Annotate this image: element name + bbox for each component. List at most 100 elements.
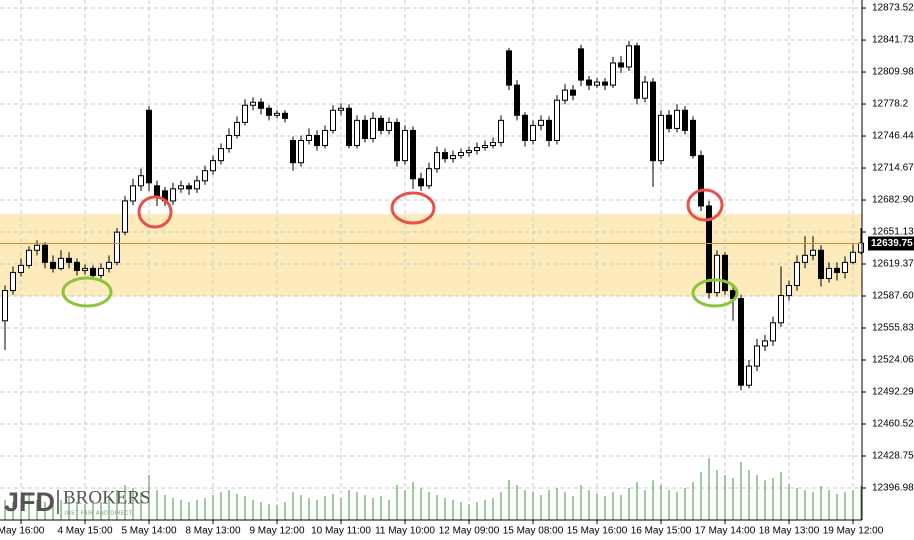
candle-body [610, 62, 616, 86]
candle-body [634, 45, 640, 99]
candle-body [2, 290, 8, 322]
candle-body [698, 155, 704, 207]
candle-body [466, 150, 472, 154]
candles-layer [2, 40, 864, 391]
candle-body [258, 101, 264, 109]
candle-body [242, 104, 248, 123]
candle-body [498, 119, 504, 144]
candle-body [146, 109, 152, 184]
candle-body [682, 109, 688, 131]
candle-body [770, 322, 776, 342]
x-tick-label: 19 May 12:00 [823, 526, 884, 537]
candle-body [402, 129, 408, 162]
candle-body [234, 121, 240, 136]
candle-body [786, 285, 792, 297]
candle-body [170, 188, 176, 202]
y-tick-label: 12587.60 [872, 291, 914, 302]
candle-body [642, 81, 648, 99]
candle-body [442, 152, 448, 160]
candle-body [274, 112, 280, 116]
candle-body [410, 129, 416, 180]
candle-body [298, 139, 304, 164]
candle-body [122, 200, 128, 233]
candle-body [354, 119, 360, 147]
candle-body [178, 185, 184, 190]
candle-body [74, 261, 80, 271]
candle-body [746, 365, 752, 386]
candle-body [34, 244, 40, 251]
candle-body [314, 134, 320, 147]
candle-body [818, 249, 824, 279]
brand: JFD BROKERS JUST FAIR AND DIRECT [4, 487, 151, 517]
candle-body [666, 114, 672, 129]
x-tick-label: 16 May 15:00 [631, 526, 692, 537]
y-tick-label: 12873.52 [872, 3, 914, 14]
candle-body [650, 81, 656, 162]
candle-body [858, 242, 864, 253]
y-tick-label: 12651.13 [872, 227, 914, 238]
candle-body [362, 119, 368, 139]
candle-body [530, 124, 536, 141]
y-tick-label: 12809.98 [872, 67, 914, 78]
candle-body [754, 345, 760, 367]
y-tick-label: 12524.06 [872, 355, 914, 366]
candle-body [138, 175, 144, 187]
x-tick-label: 15 May 16:00 [567, 526, 628, 537]
candle-body [506, 50, 512, 86]
x-tick-label: 8 May 13:00 [185, 526, 240, 537]
candle-body [546, 119, 552, 141]
candle-body [50, 261, 56, 269]
candle-body [458, 152, 464, 157]
candle-body [18, 264, 24, 273]
y-tick-label: 12460.52 [872, 419, 914, 430]
candle-body [850, 251, 856, 263]
candle-body [586, 79, 592, 86]
candle-body [370, 117, 376, 139]
candle-body [570, 89, 576, 96]
resistance-marker [390, 191, 436, 225]
x-tick-label: 5 May 14:00 [121, 526, 176, 537]
candle-body [346, 107, 352, 147]
candle-body [674, 109, 680, 129]
candle-body [82, 267, 88, 271]
candle-body [418, 178, 424, 187]
candle-body [474, 147, 480, 152]
candle-body [226, 134, 232, 150]
candle-body [98, 267, 104, 276]
candle-body [626, 45, 632, 68]
candle-body [306, 134, 312, 141]
x-tick-label: 17 May 14:00 [695, 526, 756, 537]
candle-body [186, 185, 192, 190]
candle-body [42, 244, 48, 263]
candle-body [514, 84, 520, 116]
candle-body [562, 89, 568, 101]
volume-layer [4, 458, 862, 520]
candle-body [602, 81, 608, 86]
resistance-marker [686, 188, 724, 222]
candle-body [338, 107, 344, 111]
current-price-label: 12639.75 [871, 238, 913, 249]
candle-body [58, 257, 64, 269]
candle-body [322, 129, 328, 147]
candle-body [266, 107, 272, 116]
candle-body [90, 267, 96, 276]
y-tick-label: 12492.29 [872, 387, 914, 398]
brand-tagline: JUST FAIR AND DIRECT [64, 510, 133, 516]
x-tick-label: 10 May 11:00 [311, 526, 371, 537]
y-tick-label: 12555.83 [872, 323, 914, 334]
x-tick-label: 18 May 13:00 [759, 526, 820, 537]
x-tick-label: 9 May 12:00 [249, 526, 304, 537]
x-tick-label: 11 May 10:00 [375, 526, 435, 537]
candle-body [714, 254, 720, 294]
candle-body [394, 121, 400, 162]
candle-body [114, 231, 120, 263]
brand-logo: JFD [4, 487, 55, 517]
candle-body [26, 249, 32, 266]
candle-body [282, 112, 288, 119]
annotations [61, 188, 739, 308]
candle-body [386, 121, 392, 131]
support-marker [61, 276, 113, 308]
current-price-box [868, 236, 914, 251]
